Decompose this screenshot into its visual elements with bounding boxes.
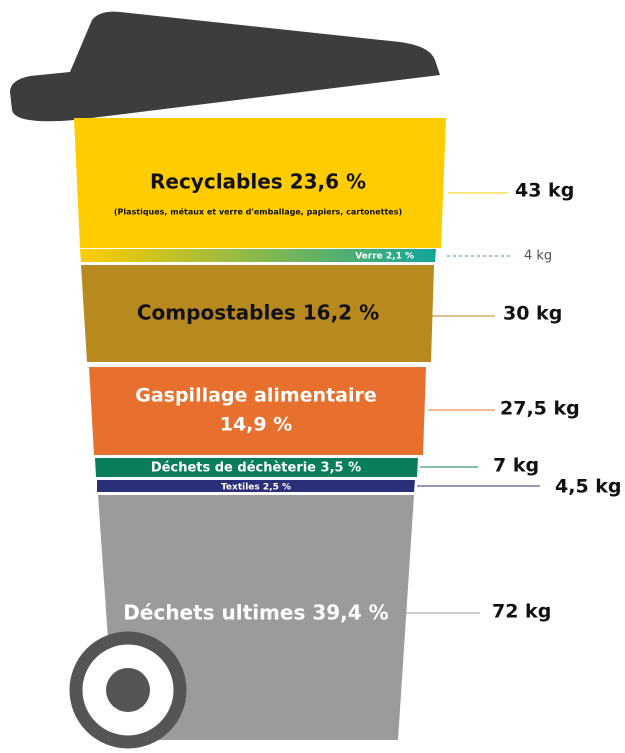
segment-gaspillage <box>89 367 426 455</box>
weight-label: 4,5 kg <box>555 476 622 498</box>
weight-label: 30 kg <box>503 303 562 325</box>
bin-lid <box>10 12 440 122</box>
segment-sublabel: (Plastiques, métaux et verre d'emballage… <box>114 207 402 217</box>
weight-label: 7 kg <box>493 455 539 477</box>
wheel-hub <box>106 668 150 712</box>
weight-label: 72 kg <box>492 601 551 623</box>
segment-label: Déchets de déchèterie 3,5 % <box>151 461 361 476</box>
weight-label: 43 kg <box>515 180 574 202</box>
weight-label: 4 kg <box>524 249 552 264</box>
bin-infographic: Recyclables 23,6 % (Plastiques, métaux e… <box>0 0 625 753</box>
segment-label: Déchets ultimes 39,4 % <box>123 601 388 625</box>
weight-label: 27,5 kg <box>500 398 580 420</box>
segment-label: Gaspillage alimentaire <box>135 385 377 407</box>
segment-label: Recyclables 23,6 % <box>150 170 366 194</box>
segment-label: Verre 2,1 % <box>355 252 414 262</box>
segment-label: 14,9 % <box>220 414 293 436</box>
segment-label: Compostables 16,2 % <box>137 301 379 325</box>
segment-label: Textiles 2,5 % <box>221 483 291 493</box>
